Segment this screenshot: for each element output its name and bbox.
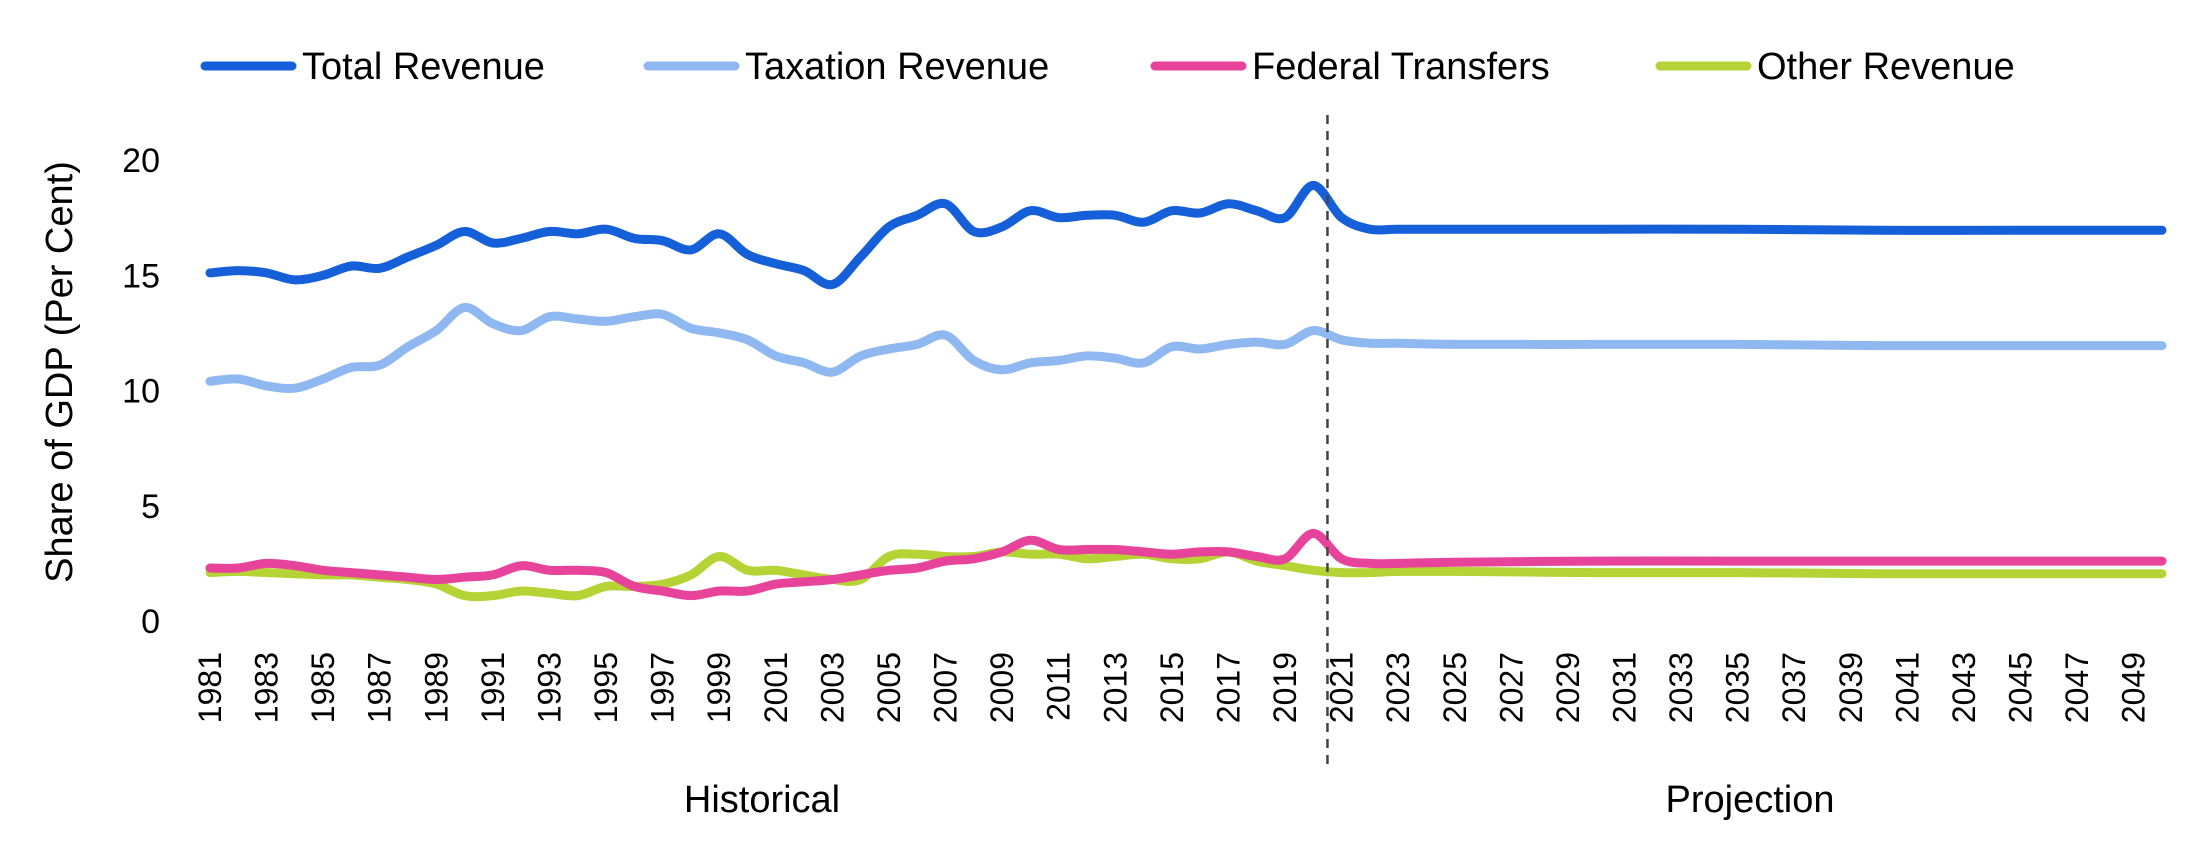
legend-item-federal-transfers: Federal Transfers: [1150, 46, 1550, 88]
x-tick-label: 2031: [1606, 652, 1642, 723]
x-tick-label: 1985: [305, 652, 341, 723]
y-axis-ticks: 0 5 10 15 20: [122, 142, 160, 641]
x-tick-label: 2009: [984, 652, 1020, 723]
y-tick-label: 5: [141, 488, 160, 526]
y-axis-title: Share of GDP (Per Cent): [39, 161, 81, 583]
x-tick-label: 2033: [1663, 652, 1699, 723]
legend-item-other-revenue: Other Revenue: [1655, 46, 2015, 88]
series-line-other-revenue: [205, 547, 2167, 602]
x-tick-label: 1997: [645, 652, 681, 723]
x-tick-label: 1987: [362, 652, 398, 723]
x-tick-label: 2041: [1889, 652, 1925, 723]
legend: Total Revenue Taxation Revenue Federal Tra…: [200, 46, 2015, 88]
section-label-projection: Projection: [1666, 779, 1835, 821]
series-line-taxation-revenue: [205, 303, 2167, 394]
x-tick-label: 2035: [1720, 652, 1756, 723]
legend-item-taxation-revenue: Taxation Revenue: [643, 46, 1049, 88]
x-tick-label: 1983: [249, 652, 285, 723]
x-tick-label: 2039: [1833, 652, 1869, 723]
x-axis-ticks: 1981 1983 1985 1987 1989 1991 1993 1995 1997 1999…: [192, 652, 2152, 723]
x-tick-label: 2021: [1324, 652, 1360, 723]
x-tick-label: 1995: [588, 652, 624, 723]
legend-label: Total Revenue: [302, 46, 545, 88]
x-tick-label: 2015: [1154, 652, 1190, 723]
x-tick-label: 2037: [1776, 652, 1812, 723]
series-lines: [205, 180, 2167, 602]
x-tick-label: 2005: [871, 652, 907, 723]
x-tick-label: 2019: [1267, 652, 1303, 723]
x-tick-label: 2043: [1946, 652, 1982, 723]
x-tick-label: 2023: [1380, 652, 1416, 723]
series-line-federal-transfers: [205, 528, 2167, 601]
x-tick-label: 1989: [418, 652, 454, 723]
x-tick-label: 2017: [1210, 652, 1246, 723]
series-line-total-revenue: [205, 180, 2167, 290]
x-tick-label: 2049: [2116, 652, 2152, 723]
section-labels: Historical Projection: [684, 779, 1835, 821]
x-tick-label: 2047: [2059, 652, 2095, 723]
legend-label: Other Revenue: [1757, 46, 2015, 88]
x-tick-label: 1999: [701, 652, 737, 723]
section-label-historical: Historical: [684, 779, 840, 821]
y-tick-label: 20: [122, 142, 160, 180]
x-tick-label: 1981: [192, 652, 228, 723]
y-tick-label: 15: [122, 257, 160, 295]
x-tick-label: 2007: [928, 652, 964, 723]
x-tick-label: 2025: [1437, 652, 1473, 723]
y-tick-label: 0: [141, 603, 160, 641]
x-tick-label: 2029: [1550, 652, 1586, 723]
legend-label: Taxation Revenue: [745, 46, 1049, 88]
legend-label: Federal Transfers: [1252, 46, 1550, 88]
y-tick-label: 10: [122, 373, 160, 411]
x-tick-label: 2027: [1493, 652, 1529, 723]
x-tick-label: 2003: [814, 652, 850, 723]
x-tick-label: 2011: [1041, 652, 1077, 721]
x-tick-label: 1991: [475, 652, 511, 723]
x-tick-label: 2045: [2003, 652, 2039, 723]
x-tick-label: 2013: [1097, 652, 1133, 723]
x-tick-label: 2001: [758, 652, 794, 723]
legend-item-total-revenue: Total Revenue: [200, 46, 545, 88]
x-tick-label: 1993: [531, 652, 567, 723]
